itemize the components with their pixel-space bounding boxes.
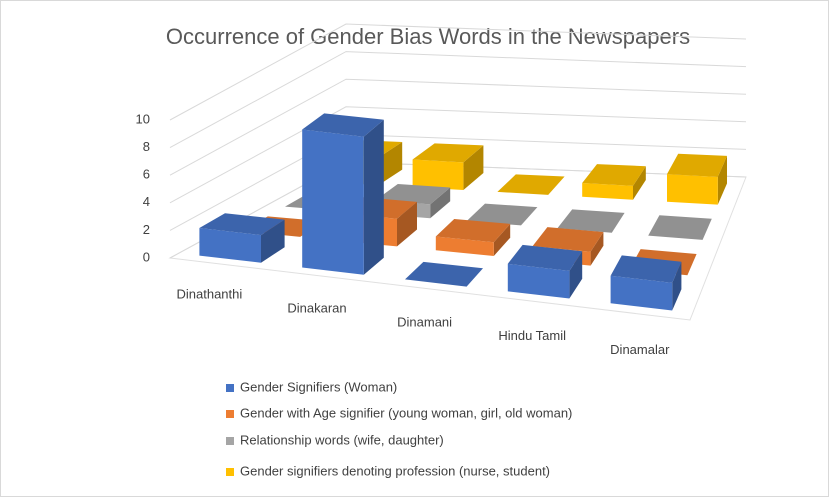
grid-line	[169, 106, 747, 204]
x-tick-label: Dinathanthi	[177, 287, 243, 302]
bar-top	[302, 113, 384, 137]
legend-swatch	[226, 384, 234, 392]
bar-top	[582, 164, 646, 186]
bar-front	[302, 129, 364, 275]
bar-side	[378, 142, 403, 186]
legend-label: Gender Signifiers (Woman)	[240, 379, 397, 394]
bar-top	[466, 203, 538, 226]
bar	[507, 244, 583, 299]
bar	[648, 215, 712, 240]
y-tick-label: 4	[143, 194, 150, 209]
bar-side	[363, 119, 384, 275]
bar-top	[667, 153, 727, 177]
grid-line	[169, 78, 747, 176]
bar-side	[493, 223, 511, 256]
grid-line	[169, 23, 747, 121]
bar-side	[261, 219, 285, 263]
legend-swatch	[226, 437, 234, 445]
bar	[667, 153, 727, 205]
bar-front	[582, 183, 633, 200]
bar	[557, 209, 625, 233]
bar-side	[463, 145, 484, 190]
bar-side	[569, 251, 583, 299]
bar-side	[672, 261, 682, 311]
bar-top	[435, 219, 511, 243]
bar-top	[375, 184, 451, 205]
bar-front	[507, 263, 570, 299]
bar-side	[397, 201, 417, 247]
bar	[497, 174, 565, 195]
bar-top	[648, 215, 712, 240]
x-tick-label: Hindu Tamil	[498, 328, 566, 343]
chart-title: Occurrence of Gender Bias Words in the N…	[166, 24, 690, 49]
grid-line	[169, 51, 747, 149]
bar-front	[610, 275, 673, 311]
bar-side	[430, 187, 451, 219]
legend-label: Gender signifiers denoting profession (n…	[240, 463, 550, 478]
bar-front	[199, 228, 261, 263]
bar	[302, 113, 384, 275]
bar-side	[717, 155, 727, 205]
bar	[412, 143, 484, 190]
bar-top	[557, 209, 625, 233]
legend-swatch	[226, 468, 234, 476]
bar-side	[633, 166, 646, 200]
bar	[199, 213, 285, 263]
x-tick-label: Dinamalar	[610, 342, 670, 357]
legend-label: Gender with Age signifier (young woman, …	[240, 405, 572, 420]
bar-front	[435, 236, 494, 256]
bar-front	[412, 159, 464, 190]
bar-top	[412, 143, 484, 163]
y-tick-label: 6	[143, 167, 150, 182]
bar-top	[532, 227, 604, 252]
bar	[610, 255, 682, 311]
bar	[435, 219, 511, 256]
bar-top	[507, 244, 583, 271]
bar-front	[667, 174, 718, 205]
bar-top	[497, 174, 565, 195]
x-tick-label: Dinamani	[397, 314, 452, 329]
y-tick-label: 8	[143, 139, 150, 154]
y-tick-label: 0	[143, 249, 150, 264]
legend-swatch	[226, 410, 234, 418]
bar-side	[590, 232, 604, 266]
bar	[405, 261, 483, 287]
legend-label: Relationship words (wife, daughter)	[240, 432, 444, 447]
bar-top	[405, 261, 483, 287]
bar	[582, 164, 646, 200]
bar-top	[199, 213, 285, 236]
bar	[466, 203, 538, 226]
y-tick-label: 2	[143, 222, 150, 237]
y-tick-label: 10	[136, 111, 150, 126]
x-tick-label: Dinakaran	[287, 301, 346, 316]
bar-top	[610, 255, 682, 283]
